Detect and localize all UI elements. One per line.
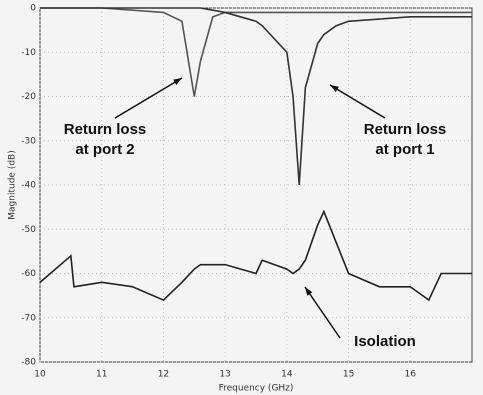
x-axis-label: Frequency (GHz) [219,384,294,394]
arrow-head [305,287,313,296]
x-tick-label: 10 [34,370,46,380]
x-tick-label: 16 [405,370,417,380]
arrow-line [304,286,341,339]
data-line [40,7,472,186]
annotation: Return loss [64,121,147,138]
y-tick-label: -10 [21,48,36,58]
y-tick-label: -50 [21,225,36,235]
arrow-head [173,78,182,85]
y-tick-label: -70 [21,313,36,323]
y-tick-label: -60 [21,269,36,279]
data-line [40,7,472,97]
data-line [39,209,472,302]
x-tick-label: 12 [158,370,169,380]
arrow-line [114,77,183,119]
x-tick-label: 15 [343,370,354,380]
y-tick-label: 0 [30,4,36,14]
annotation: at port 1 [375,141,434,158]
x-tick-label: 13 [219,370,230,380]
annotation: at port 2 [75,141,134,158]
y-tick-label: -40 [21,181,36,191]
y-tick-label: -20 [21,92,36,102]
y-axis-label: Magnitude (dB) [8,150,18,219]
annotation: Isolation [354,333,416,350]
x-tick-label: 14 [281,370,293,380]
arrow-head [330,85,339,92]
y-tick-label: -80 [21,358,36,368]
x-tick-label: 11 [96,370,107,380]
y-tick-label: -30 [21,136,36,146]
arrow-line [329,84,386,119]
annotation: Return loss [364,121,447,138]
